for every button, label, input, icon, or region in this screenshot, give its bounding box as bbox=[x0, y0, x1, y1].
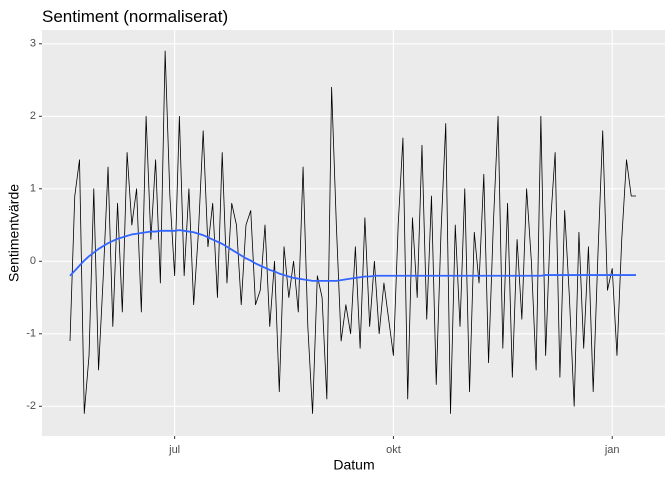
y-tick-label: 0 bbox=[30, 255, 36, 267]
x-axis-title: Datum bbox=[333, 457, 374, 473]
y-tick-label: 2 bbox=[30, 110, 36, 122]
series-line bbox=[69, 50, 636, 414]
y-axis-title: Sentimentvärde bbox=[6, 184, 22, 282]
x-tick-label: jan bbox=[604, 444, 620, 456]
y-tick-label: 3 bbox=[30, 38, 36, 50]
x-tick-label: jul bbox=[168, 444, 180, 456]
y-tick-label: 1 bbox=[30, 183, 36, 195]
y-tick-label: -1 bbox=[26, 328, 36, 340]
x-tick-label: okt bbox=[386, 444, 401, 456]
smooth-line bbox=[69, 229, 636, 282]
chart-title: Sentiment (normaliserat) bbox=[42, 7, 228, 26]
y-tick-label: -2 bbox=[26, 400, 36, 412]
